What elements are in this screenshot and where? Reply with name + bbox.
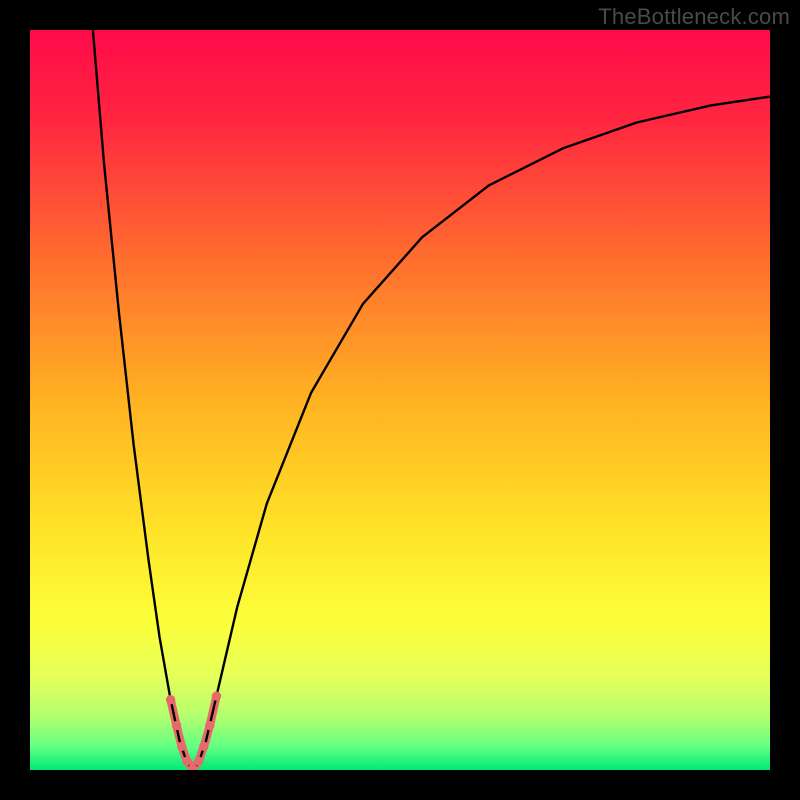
trough-marker-dot — [205, 721, 214, 730]
trough-marker-dot — [212, 691, 221, 700]
chart-overlay — [30, 30, 770, 770]
trough-marker-dot — [199, 742, 208, 751]
trough-marker-dot — [182, 756, 191, 765]
watermark-text: TheBottleneck.com — [598, 4, 790, 30]
trough-marker-dot — [166, 695, 175, 704]
trough-marker-dot — [194, 756, 203, 765]
trough-marker-dot — [177, 742, 186, 751]
bottleneck-curve — [93, 30, 770, 770]
plot-area — [30, 30, 770, 770]
trough-marker-dot — [172, 721, 181, 730]
